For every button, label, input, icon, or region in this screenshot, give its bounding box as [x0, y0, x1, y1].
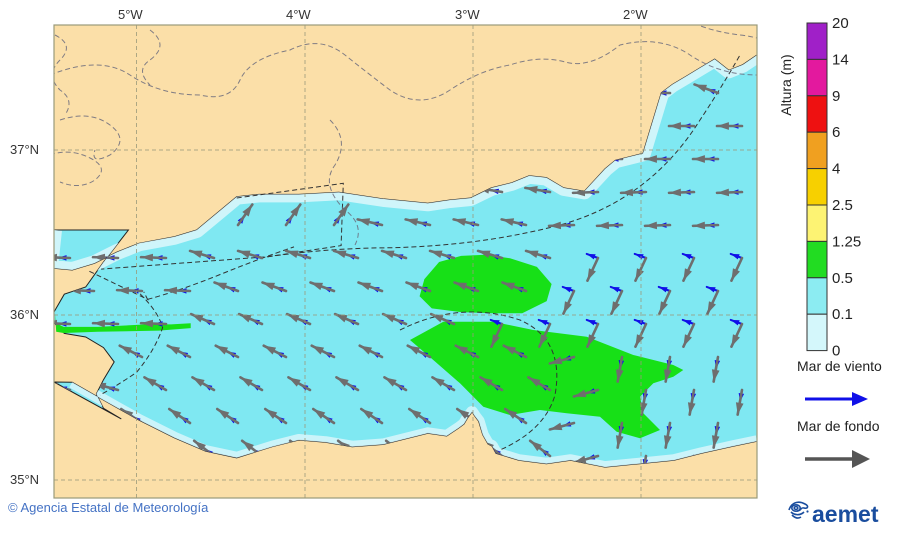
- svg-text:6: 6: [832, 124, 840, 141]
- svg-text:0.1: 0.1: [832, 306, 853, 323]
- svg-text:1.25: 1.25: [832, 233, 861, 250]
- svg-text:4: 4: [832, 161, 840, 178]
- svg-text:9: 9: [832, 88, 840, 105]
- svg-text:0.5: 0.5: [832, 270, 853, 287]
- svg-text:0: 0: [832, 343, 840, 358]
- svg-text:aemet: aemet: [812, 501, 879, 527]
- svg-text:14: 14: [832, 51, 849, 68]
- svg-text:2.5: 2.5: [832, 197, 853, 214]
- svg-text:20: 20: [832, 18, 849, 32]
